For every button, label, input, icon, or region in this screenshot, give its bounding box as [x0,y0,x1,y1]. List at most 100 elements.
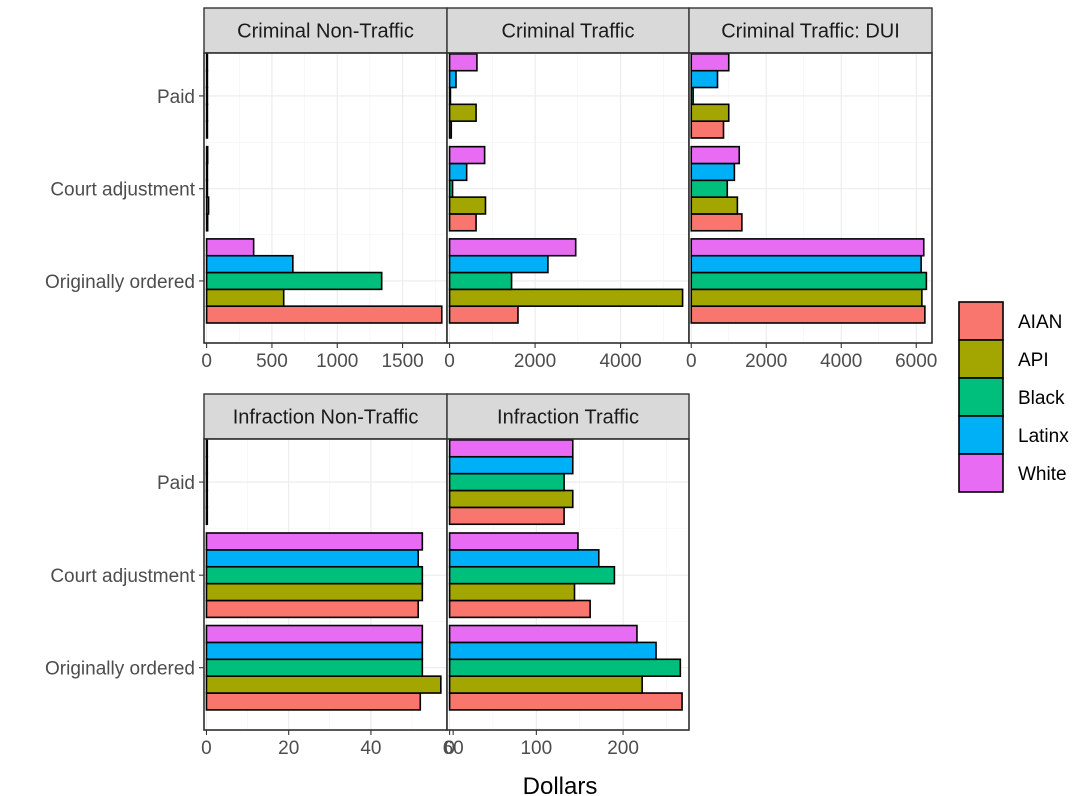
bar-aian [205,213,209,232]
bar-latinx [205,69,209,89]
x-tick-label: 0 [444,738,455,759]
facet-panel-3: Criminal Traffic: DUI 0 2000 4000 6000 [686,7,937,372]
legend-key-white [958,453,1004,493]
facet-panel-1: Criminal Non-Traffic 0 500 1000 1500 Paid Cour… [45,7,448,372]
panel-border [446,438,690,731]
bar-latinx [690,254,922,274]
bar-aian [448,599,591,619]
x-tick-label: 1000 [316,351,358,372]
legend-label: API [1018,350,1049,371]
y-tick-label: Paid [157,473,195,494]
legend-label: AIAN [1018,312,1062,333]
facet-panel-2: Criminal Traffic 0 2000 4000 [444,7,690,372]
facet-title: Criminal Non-Traffic [237,21,414,43]
bar-api [690,288,923,307]
facet-title: Criminal Traffic: DUI [721,21,900,43]
bar-black [448,271,513,291]
bar-latinx [448,162,468,182]
y-tick-label: Originally ordered [45,659,195,680]
bar-api [205,582,424,602]
bar-white [448,145,486,165]
bar-latinx [205,162,209,182]
bar-white [690,53,730,72]
facet-title: Criminal Traffic [502,21,635,43]
bar-latinx [448,641,657,661]
bar-black [448,472,565,492]
y-tick-label: Paid [157,87,195,108]
bar-white [205,439,209,458]
x-tick-label: 2000 [745,351,787,372]
x-tick-label: 0 [444,351,455,372]
bar-aian [448,305,519,324]
bar-white [205,145,209,165]
bar-api [448,582,576,602]
facet-title: Infraction Traffic [497,407,639,429]
bar-latinx [690,69,719,89]
bar-black [690,179,729,198]
x-tick-label: 20 [278,738,299,759]
bar-black [205,179,209,198]
bar-aian [205,692,422,711]
bar-white [448,624,638,644]
bar-aian [448,213,477,232]
bar-black [448,565,616,585]
panel-border [688,52,933,344]
bar-white [448,439,574,458]
legend-key-latinx [958,415,1004,455]
facet-strip [688,7,933,54]
bar-aian [690,305,926,324]
legend-label: White [1018,464,1067,485]
bar-white [690,238,925,257]
bar-black [205,658,424,677]
bar-white [448,532,579,551]
bar-white [205,53,209,72]
bar-black [205,565,424,585]
bar-latinx [205,455,209,475]
bar-api [205,196,210,215]
bar-latinx [690,162,736,182]
bar-aian [205,506,209,526]
x-tick-label: 100 [520,738,552,759]
bar-latinx [205,641,424,661]
y-tick-label: Court adjustment [50,566,195,587]
bar-white [205,532,424,551]
bar-latinx [448,455,574,475]
facet-panel-5: Infraction Traffic 0 100 200 [444,393,690,759]
bar-api [205,489,209,509]
x-tick-label: 1500 [381,351,423,372]
bar-aian [448,120,453,139]
legend-label: Latinx [1018,426,1069,447]
x-tick-label: 0 [201,738,212,759]
facet-title: Infraction Non-Traffic [233,407,419,429]
x-tick-label: 4000 [820,351,862,372]
bar-api [448,675,643,694]
bar-api [448,103,477,122]
bar-black [205,472,209,492]
bar-latinx [448,254,549,274]
x-tick-label: 0 [201,351,212,372]
legend-key-aian [958,301,1004,341]
bar-api [205,675,442,694]
legend-key-black [958,377,1004,417]
bar-black [690,271,928,291]
legend-key-api [958,339,1004,379]
bar-white [205,624,424,644]
facet-panel-4: Infraction Non-Traffic 0 20 40 60 Paid Court a… [45,393,464,759]
bar-black [205,271,383,291]
x-tick-label: 4000 [599,351,641,372]
x-tick-label: 60 [443,738,464,759]
bar-aian [205,599,420,619]
bar-black [205,86,209,106]
bar-aian [205,120,209,139]
bar-api [690,196,739,215]
x-tick-label: 500 [256,351,288,372]
bar-latinx [205,549,420,568]
x-tick-label: 2000 [514,351,556,372]
bar-latinx [205,254,294,274]
bar-white [448,53,478,72]
bar-black [448,658,682,677]
bar-api [205,103,209,122]
bar-white [690,145,741,165]
x-tick-label: 6000 [895,351,937,372]
